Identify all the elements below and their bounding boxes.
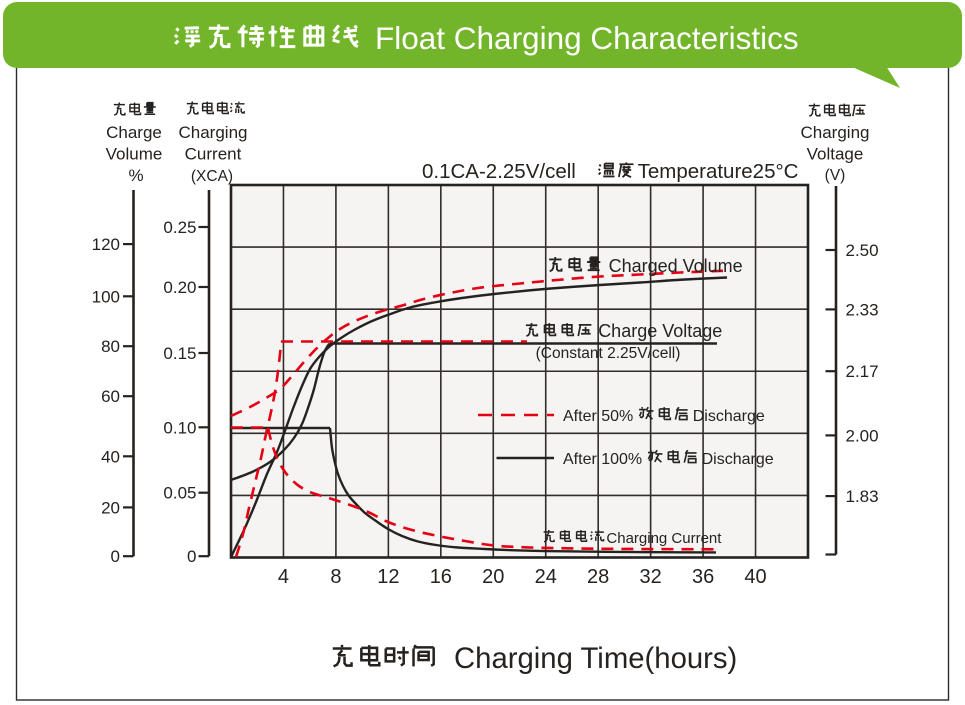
svg-text:40: 40 [744,566,766,588]
svg-text:0.05: 0.05 [163,484,196,503]
svg-text:Charging Current: Charging Current [606,530,722,547]
svg-text:Float Charging Characteristics: Float Charging Characteristics [375,20,799,56]
svg-text:0: 0 [111,547,120,566]
svg-text:2.00: 2.00 [846,426,879,445]
svg-text:0.10: 0.10 [163,418,196,437]
svg-text:2.33: 2.33 [846,300,879,319]
svg-text:Charging Time(hours): Charging Time(hours) [454,642,737,675]
svg-text:Discharge: Discharge [702,451,774,468]
svg-text:24: 24 [535,566,557,588]
svg-text:40: 40 [101,447,120,466]
svg-text:(Constant 2.25V/cell): (Constant 2.25V/cell) [536,345,681,362]
svg-text:28: 28 [587,566,609,588]
svg-text:Discharge: Discharge [693,408,765,425]
svg-text:2.50: 2.50 [846,241,879,260]
svg-text:120: 120 [92,235,120,254]
svg-text:60: 60 [101,387,120,406]
svg-text:0.1CA-2.25V/cell: 0.1CA-2.25V/cell [422,160,576,183]
svg-text:After 100%: After 100% [563,451,642,468]
svg-text:(XCA): (XCA) [191,168,233,185]
svg-text:0: 0 [187,547,196,566]
svg-text:20: 20 [482,566,504,588]
svg-text:16: 16 [430,566,452,588]
svg-text:8: 8 [330,566,341,588]
svg-text:20: 20 [101,498,120,517]
svg-text:Temperature25°C: Temperature25°C [638,160,799,183]
svg-text:0.25: 0.25 [163,218,196,237]
svg-text:1.83: 1.83 [846,487,879,506]
svg-text:Charge Voltage: Charge Voltage [598,321,722,341]
svg-text:12: 12 [377,566,399,588]
svg-text:36: 36 [692,566,714,588]
svg-text:0.20: 0.20 [163,278,196,297]
svg-text:Volume: Volume [106,145,163,164]
svg-text:Current: Current [185,145,242,164]
svg-text:0.15: 0.15 [163,344,196,363]
svg-text:Charge: Charge [106,123,162,142]
svg-text:2.17: 2.17 [846,362,879,381]
svg-text:Charging: Charging [179,123,248,142]
svg-text:(V): (V) [825,167,846,184]
svg-text:100: 100 [92,287,120,306]
svg-text:Charging: Charging [801,123,870,142]
svg-text:Charged Volume: Charged Volume [609,256,743,276]
svg-text:After 50%: After 50% [563,408,633,425]
svg-text:Voltage: Voltage [807,145,864,164]
svg-text:32: 32 [640,566,662,588]
svg-text:4: 4 [278,566,289,588]
svg-text:%: % [128,166,143,185]
svg-text:80: 80 [101,337,120,356]
